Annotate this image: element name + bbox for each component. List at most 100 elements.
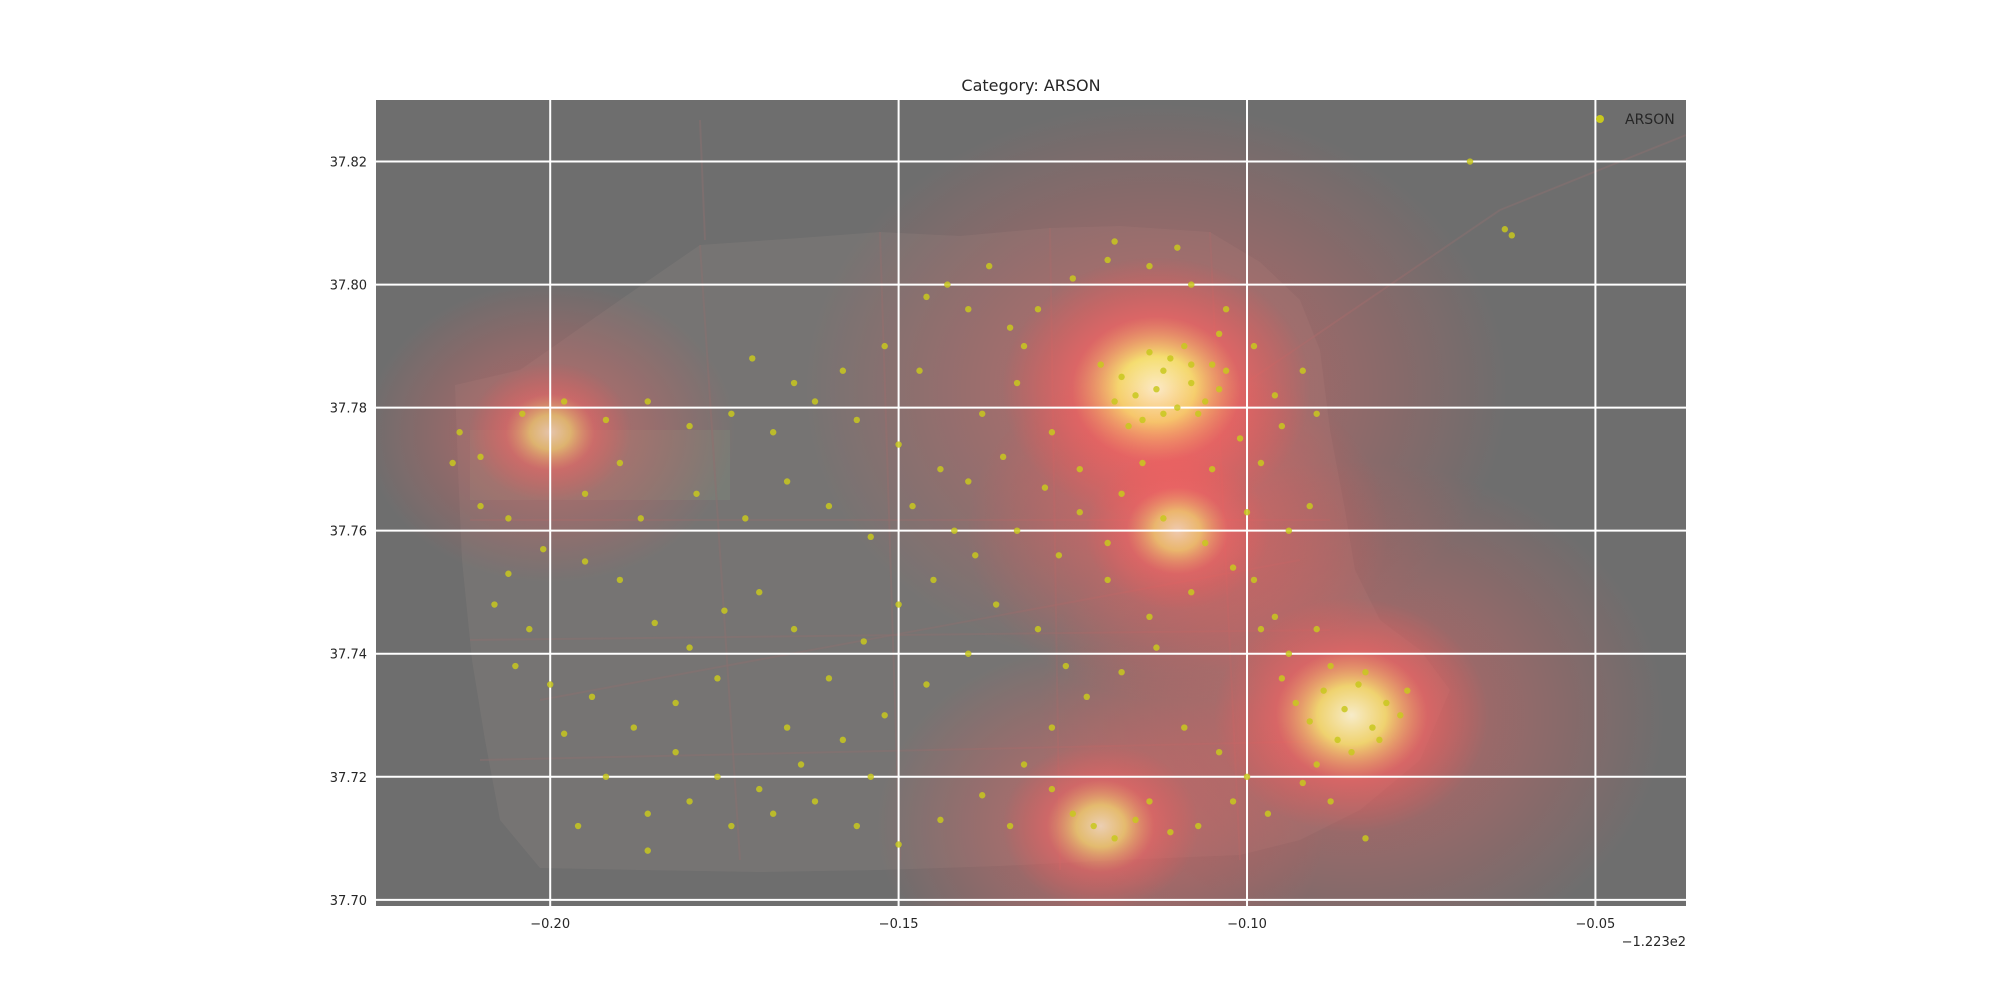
arson-point [1006, 822, 1014, 830]
arson-point [672, 699, 679, 707]
arson-point [972, 552, 979, 559]
arson-point [1076, 465, 1083, 473]
arson-point [1118, 373, 1125, 381]
arson-point [1404, 687, 1411, 694]
arson-point [686, 422, 693, 430]
y-tick-label: 37.72 [330, 771, 367, 786]
arson-point [1188, 589, 1195, 596]
arson-point [644, 847, 651, 854]
arson-point [1139, 416, 1146, 424]
grid [376, 100, 1686, 906]
map-road [1499, 134, 1686, 211]
arson-point [769, 810, 777, 817]
arson-point [602, 773, 610, 780]
arson-point [1397, 712, 1404, 719]
arson-point [769, 429, 777, 436]
arson-point [756, 589, 763, 596]
arson-point [999, 453, 1007, 461]
arson-point [1069, 810, 1077, 817]
arson-point [790, 379, 798, 387]
arson-point [951, 527, 958, 534]
arson-point [644, 810, 651, 817]
arson-point [1334, 736, 1341, 744]
arson-point [867, 773, 874, 780]
arson-point [1229, 564, 1237, 571]
arson-point [1174, 244, 1181, 251]
arson-point [1167, 355, 1174, 362]
arson-point [937, 816, 944, 824]
arson-point [1034, 305, 1042, 313]
arson-point [1020, 761, 1028, 768]
arson-point [1195, 822, 1202, 830]
arson-point [965, 478, 972, 485]
arson-point [1327, 662, 1334, 670]
arson-point [965, 305, 972, 313]
arson-point [742, 515, 749, 522]
arson-point [881, 712, 888, 719]
arson-point [1327, 798, 1334, 805]
arson-point [1292, 699, 1299, 707]
x-offset-label: −1.223e2 [1622, 935, 1686, 950]
arson-point [923, 293, 930, 301]
arson-point [616, 459, 624, 467]
arson-point [588, 693, 596, 701]
arson-point [895, 441, 902, 448]
x-tick-label: −0.05 [1575, 917, 1615, 932]
arson-point [1125, 422, 1132, 430]
arson-point [1048, 724, 1056, 731]
arson-point [1299, 779, 1306, 787]
arson-point [581, 490, 589, 497]
arson-point [756, 785, 763, 793]
arson-point [1202, 398, 1209, 405]
arson-point [1362, 835, 1369, 842]
arson-point [811, 798, 819, 805]
legend-label: ARSON [1625, 112, 1675, 128]
arson-point [449, 459, 456, 467]
arson-point [1285, 650, 1293, 657]
arson-point [1243, 509, 1251, 516]
arson-point [1104, 256, 1111, 264]
arson-point [581, 558, 589, 565]
arson-point [839, 367, 847, 374]
arson-point [797, 761, 805, 768]
arson-point [526, 625, 533, 633]
arson-point [1383, 699, 1390, 707]
arson-point [1278, 675, 1286, 682]
arson-point [1208, 465, 1216, 473]
arson-point [1013, 527, 1021, 534]
arson-point [909, 502, 916, 510]
arson-point [1020, 342, 1028, 350]
arson-point [1188, 281, 1195, 288]
arson-point [1160, 410, 1167, 417]
arson-point [693, 490, 700, 497]
arson-point [540, 545, 547, 553]
arson-point [1132, 816, 1139, 824]
arson-point [749, 355, 756, 362]
arson-point [783, 724, 791, 731]
arson-point [1278, 422, 1286, 430]
arson-point [1508, 232, 1515, 239]
arson-point [1501, 226, 1509, 233]
arson-point [602, 416, 610, 424]
arson-point [1048, 785, 1056, 793]
arson-point [1250, 342, 1258, 350]
arson-point [714, 773, 721, 780]
arson-point [1257, 459, 1265, 467]
arson-point [728, 410, 735, 417]
arson-point [1466, 158, 1474, 165]
arson-point [1299, 367, 1306, 374]
x-tick-label: −0.15 [879, 917, 919, 932]
arson-point [1188, 361, 1195, 368]
arson-point [1181, 724, 1188, 731]
arson-point [651, 619, 658, 627]
arson-point [1208, 361, 1216, 368]
arson-point [1132, 392, 1139, 399]
arson-point [1160, 367, 1167, 374]
arson-point [1013, 379, 1021, 387]
arson-point [930, 576, 937, 584]
arson-point [1195, 410, 1202, 417]
arson-point [1062, 662, 1070, 670]
arson-point [1355, 681, 1362, 688]
axis-ticks: −0.20 −0.15 −0.10 −0.05 37.70 37.72 37.74 37.76… [330, 156, 1686, 950]
